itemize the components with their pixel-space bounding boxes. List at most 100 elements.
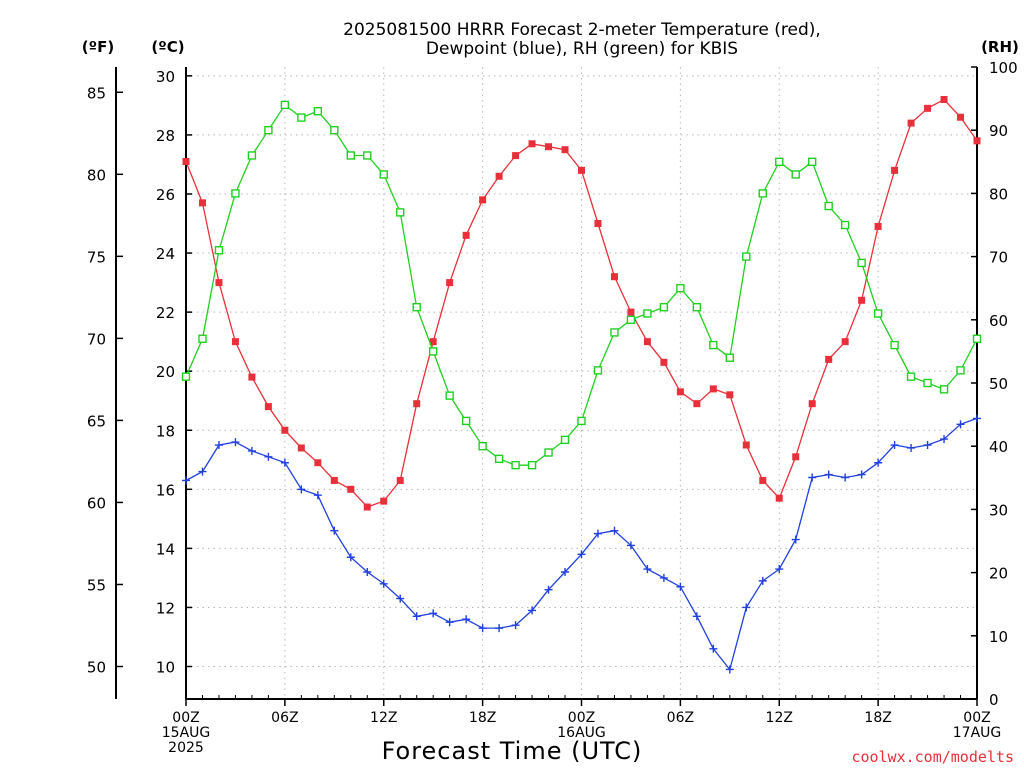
2-meter-temperature-point (528, 140, 536, 148)
2-meter-temperature-point (858, 296, 866, 304)
rh-point (676, 284, 685, 293)
axes-layer: 50 55 60 65 70 75 80 85 10 12 14 16 18 20 22 24 26 28 30 0 1… (87, 59, 1018, 709)
2-meter-temperature-point (330, 476, 338, 484)
rh-point (775, 157, 784, 167)
dewpoint-point (445, 618, 454, 627)
dewpoint-point (742, 603, 751, 612)
2-meter-temperature-point (957, 113, 965, 121)
dewpoint-point (874, 458, 883, 467)
rh-point (906, 372, 916, 381)
x-tick-label: 12Z (766, 710, 793, 726)
2-meter-temperature-point (940, 95, 948, 103)
dewpoint-point (907, 443, 916, 452)
rh-line (185, 103, 978, 466)
celsius-tick-label: 20 (156, 363, 175, 381)
rh-point (808, 157, 817, 167)
dewpoint-point (775, 565, 784, 574)
x-tick-label-line: 12Z (766, 710, 793, 726)
dewpoint-point (412, 612, 421, 621)
2-meter-temperature-point (742, 441, 750, 449)
2-meter-temperature-point (693, 400, 701, 408)
dewpoint-point (676, 582, 685, 591)
rh-tick-label: 60 (989, 312, 1008, 330)
dewpoint-point (198, 467, 207, 476)
rh-point (873, 309, 883, 318)
rh-point (742, 252, 751, 261)
rh-point (346, 151, 355, 160)
dewpoint-point (709, 644, 718, 653)
2-meter-temperature-point (281, 426, 289, 434)
x-tick-label-line: 18Z (864, 710, 891, 726)
rh-point (461, 416, 471, 426)
2-meter-temperature-point (429, 338, 437, 346)
dewpoint-point (808, 473, 817, 482)
2-meter-temperature-point (775, 494, 783, 502)
dewpoint-point (577, 550, 586, 559)
dewpoint-point (313, 491, 322, 500)
rh-point (890, 340, 899, 350)
rh-point (214, 246, 224, 255)
chart-title-line-1: 2025081500 HRRR Forecast 2-meter Tempera… (343, 20, 821, 40)
rh-point (939, 385, 949, 394)
dewpoint-point (890, 441, 899, 450)
dewpoint-point (247, 446, 256, 455)
2-meter-temperature-point (891, 166, 899, 174)
x-tick-label-line: 16AUG (557, 725, 606, 741)
dewpoint-point (182, 476, 190, 485)
fahrenheit-tick-label: 70 (87, 330, 106, 348)
2-meter-temperature-point (610, 273, 618, 281)
rh-tick-label: 100 (989, 59, 1018, 77)
rh-point (181, 372, 191, 381)
2-meter-temperature-point (874, 222, 882, 230)
2-meter-temperature-point (363, 503, 371, 511)
dewpoint-point (264, 452, 273, 461)
celsius-tick-label: 26 (156, 186, 175, 204)
fahrenheit-tick-label: 75 (87, 248, 106, 266)
x-tick-label: 00Z 16AUG (557, 710, 606, 741)
rh-point (544, 448, 553, 457)
x-tick-label-line: 17AUG (953, 725, 1002, 741)
dewpoint-point (758, 576, 767, 585)
rh-point (494, 454, 504, 464)
fahrenheit-tick-label: 65 (87, 412, 106, 430)
rh-point (725, 353, 735, 362)
rh-tick-label: 50 (989, 375, 1008, 393)
dewpoint-point (791, 535, 800, 544)
dewpoint-point (561, 568, 570, 577)
2-meter-temperature-point (924, 104, 932, 112)
rh-point (198, 334, 207, 343)
rh-point (956, 366, 965, 375)
dewpoint-point (610, 526, 619, 535)
rh-point (231, 189, 240, 198)
2-meter-temperature-point (512, 152, 520, 160)
rh-tick-label: 80 (989, 185, 1008, 203)
rh-point (709, 340, 718, 350)
dewpoint-point (429, 609, 438, 618)
fahrenheit-tick-label: 85 (87, 84, 106, 102)
2-meter-temperature-point (726, 391, 734, 399)
2-meter-temperature-point (808, 400, 816, 408)
rh-point (280, 100, 290, 110)
dewpoint-point (528, 606, 537, 615)
x-tick-label-line: 00Z (963, 710, 990, 726)
dewpoint-point (214, 441, 223, 450)
2-meter-temperature-point (545, 143, 553, 151)
2-meter-temperature-point (462, 231, 470, 239)
fahrenheit-unit-label: (ºF) (82, 38, 114, 56)
2-meter-temperature-point (380, 497, 388, 505)
rh-point (593, 366, 603, 375)
dewpoint-point (940, 435, 949, 444)
fahrenheit-tick-label: 55 (87, 576, 106, 594)
rh-tick-label: 10 (989, 628, 1008, 646)
celsius-tick-label: 10 (156, 659, 175, 677)
rh-point (659, 302, 669, 312)
celsius-tick-label: 12 (156, 599, 175, 617)
2-meter-temperature-point (578, 166, 585, 174)
fahrenheit-tick-label: 60 (87, 494, 106, 512)
dewpoint-point (593, 529, 602, 538)
rh-point (791, 170, 800, 179)
grid-layer (186, 67, 977, 699)
credit-text: coolwx.com/modelts (851, 748, 1014, 766)
2-meter-temperature-point (643, 338, 651, 346)
celsius-tick-label: 28 (156, 127, 175, 145)
